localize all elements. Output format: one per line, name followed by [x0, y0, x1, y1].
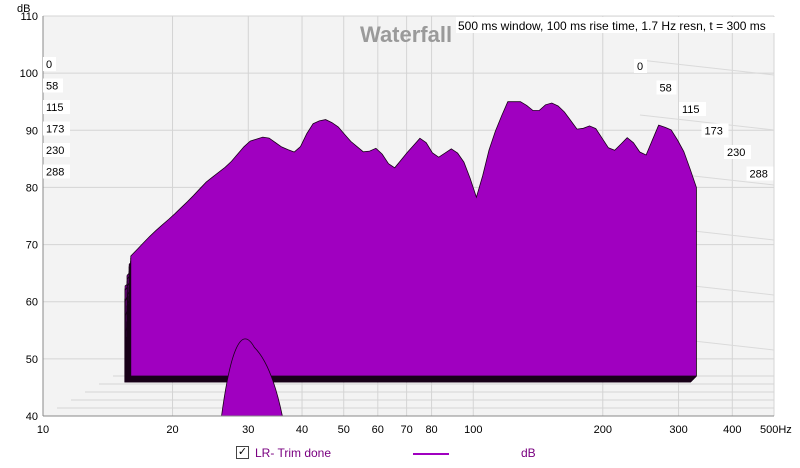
time-tick-left: 173: [43, 121, 70, 136]
time-tick-left-label: 230: [46, 145, 64, 157]
x-tick-label: 80: [425, 424, 437, 436]
x-tick-label: 200: [594, 424, 612, 436]
series-visibility-checkbox[interactable]: ✓: [236, 446, 249, 459]
time-tick-left-label: 58: [46, 81, 58, 93]
y-tick-label: 80: [26, 182, 38, 194]
x-tick-label: 40: [296, 424, 308, 436]
x-tick-label: 70: [400, 424, 412, 436]
legend-series-swatch: [413, 453, 449, 455]
y-tick-label: 40: [26, 411, 38, 423]
time-tick-right-bg: [656, 80, 677, 95]
time-tick-left-bg: [43, 143, 70, 157]
chart-title: Waterfall: [360, 22, 452, 47]
time-tick-left-bg: [43, 121, 70, 136]
x-tick-label: 30: [242, 424, 254, 436]
waterfall-residual-lobe: [221, 338, 283, 417]
waterfall-surface: [124, 101, 697, 417]
time-tick-left-bg: [43, 57, 56, 71]
time-tick-right: 173: [701, 123, 729, 138]
time-tick-right-label: 115: [682, 104, 700, 116]
y-tick-label: 100: [20, 68, 38, 80]
time-tick-left-bg: [43, 164, 70, 179]
time-tick-right-label: 0: [637, 61, 643, 73]
time-tick-left-bg: [43, 100, 70, 114]
axes: 40 50 60 70 80 90 100 110 10 20 30 40 50 60 70 80 100 200…: [20, 11, 792, 436]
time-tick-left: 230: [43, 143, 70, 157]
y-tick-label: 50: [26, 354, 38, 366]
wall-grid-line: [639, 114, 775, 131]
time-tick-right-label: 230: [727, 147, 745, 159]
waterfall-slice: [130, 101, 697, 377]
legend-unit-label: dB: [521, 446, 536, 460]
time-tick-right: 288: [746, 166, 774, 181]
time-tick-left: 0: [43, 57, 56, 71]
y-tick-label: 70: [26, 240, 38, 252]
time-tick-right: 0: [634, 59, 647, 73]
time-tick-right-bg: [746, 166, 774, 181]
x-tick-label: 10: [37, 424, 49, 436]
time-tick-left: 58: [43, 78, 63, 93]
x-tick-label: 300: [669, 424, 687, 436]
time-tick-right-bg: [701, 123, 729, 138]
time-tick-right: 58: [656, 80, 677, 95]
legend: ✓ LR- Trim done dB: [236, 445, 566, 463]
time-tick-left: 288: [43, 164, 70, 179]
y-tick-label: 110: [20, 11, 38, 23]
time-tick-left-label: 288: [46, 167, 64, 179]
time-tick-right: 115: [679, 102, 706, 116]
time-tick-left-label: 0: [46, 59, 52, 71]
x-tick-label: 50: [338, 424, 350, 436]
x-tick-label: 100: [464, 424, 482, 436]
x-tick-label: 20: [166, 424, 178, 436]
time-tick-right-label: 58: [660, 83, 672, 95]
y-axis-label: dB: [17, 3, 30, 15]
chart-info: 500 ms window, 100 ms rise time, 1.7 Hz …: [458, 19, 766, 33]
time-tick-right-label: 173: [705, 126, 723, 138]
time-tick-right-bg: [634, 59, 647, 73]
time-tick-left-label: 115: [46, 102, 64, 114]
x-tick-label: 500Hz: [760, 424, 792, 436]
info-box: [456, 17, 778, 33]
y-tick-label: 60: [26, 297, 38, 309]
time-tick-right: 230: [724, 145, 751, 159]
time-tick-right-label: 288: [750, 169, 768, 181]
wall-grid-line: [639, 59, 775, 76]
x-tick-label: 400: [723, 424, 741, 436]
time-tick-left-label: 173: [46, 124, 64, 136]
time-tick-right-bg: [724, 145, 751, 159]
time-tick-left: 115: [43, 100, 70, 114]
legend-series-label: LR- Trim done: [255, 446, 332, 460]
time-tick-left-bg: [43, 78, 63, 93]
time-tick-right-bg: [679, 102, 706, 116]
y-tick-label: 90: [26, 125, 38, 137]
x-tick-label: 60: [372, 424, 384, 436]
